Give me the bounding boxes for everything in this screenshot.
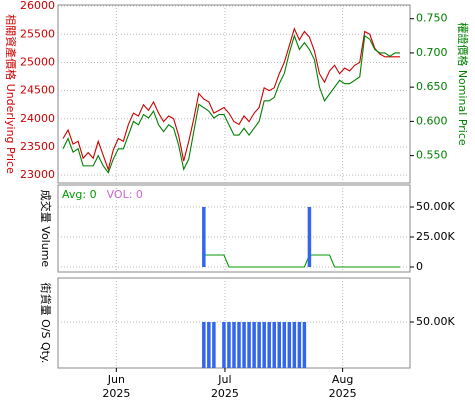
bar xyxy=(202,206,206,267)
line xyxy=(62,34,400,174)
y2-tick-label: 0.750 xyxy=(416,12,448,25)
bar xyxy=(307,206,312,267)
y-tick-label: 26000 xyxy=(20,0,55,12)
legend-entry: VOL: 0 xyxy=(107,188,143,201)
y-axis-title: 成交量 Volume xyxy=(39,190,53,268)
bar xyxy=(237,321,241,368)
y-tick-label: 25500 xyxy=(20,27,55,40)
bar xyxy=(267,321,271,368)
y-tick-label: 50.00K xyxy=(416,200,455,213)
x-tick-label: Jun 2025 xyxy=(102,373,130,400)
x-tick-label: Jul 2025 xyxy=(211,373,239,400)
legend-entry: Avg: 0 xyxy=(62,188,97,201)
bar xyxy=(277,321,282,368)
y2-axis-title: 權證價格 Nominal Price xyxy=(456,22,470,146)
panel xyxy=(57,4,411,184)
y-tick-label: 50.00K xyxy=(416,315,455,328)
line xyxy=(203,254,400,268)
bar xyxy=(202,321,206,368)
bar xyxy=(242,321,246,368)
x-tick-label: Aug 2025 xyxy=(329,373,357,400)
bar xyxy=(252,321,256,368)
bar xyxy=(272,321,276,368)
y-tick-label: 25.00K xyxy=(416,230,455,243)
bar xyxy=(247,321,251,368)
y2-tick-label: 0.550 xyxy=(416,149,448,162)
bar xyxy=(207,321,211,368)
y-axis-title: 街貨量 O/S Qty. xyxy=(39,283,53,364)
y-tick-label: 24500 xyxy=(20,84,55,97)
bar xyxy=(292,321,297,368)
bar xyxy=(222,321,226,368)
y2-tick-label: 0.700 xyxy=(416,46,448,59)
bar xyxy=(302,321,307,368)
y-tick-label: 0 xyxy=(416,260,423,273)
y-tick-label: 23000 xyxy=(20,168,55,181)
bar xyxy=(232,321,236,368)
line xyxy=(62,27,400,172)
bar xyxy=(282,321,287,368)
bar xyxy=(287,321,292,368)
y-axis-title: 相關資產價格 Underlying Price xyxy=(4,14,18,174)
y2-tick-label: 0.600 xyxy=(416,114,448,127)
bar xyxy=(212,321,216,368)
bar xyxy=(227,321,231,368)
y-tick-label: 25000 xyxy=(20,55,55,68)
y-tick-label: 24000 xyxy=(20,112,55,125)
bar xyxy=(297,321,302,368)
y-tick-label: 23500 xyxy=(20,140,55,153)
bar xyxy=(257,321,261,368)
bar xyxy=(262,321,266,368)
y2-tick-label: 0.650 xyxy=(416,80,448,93)
